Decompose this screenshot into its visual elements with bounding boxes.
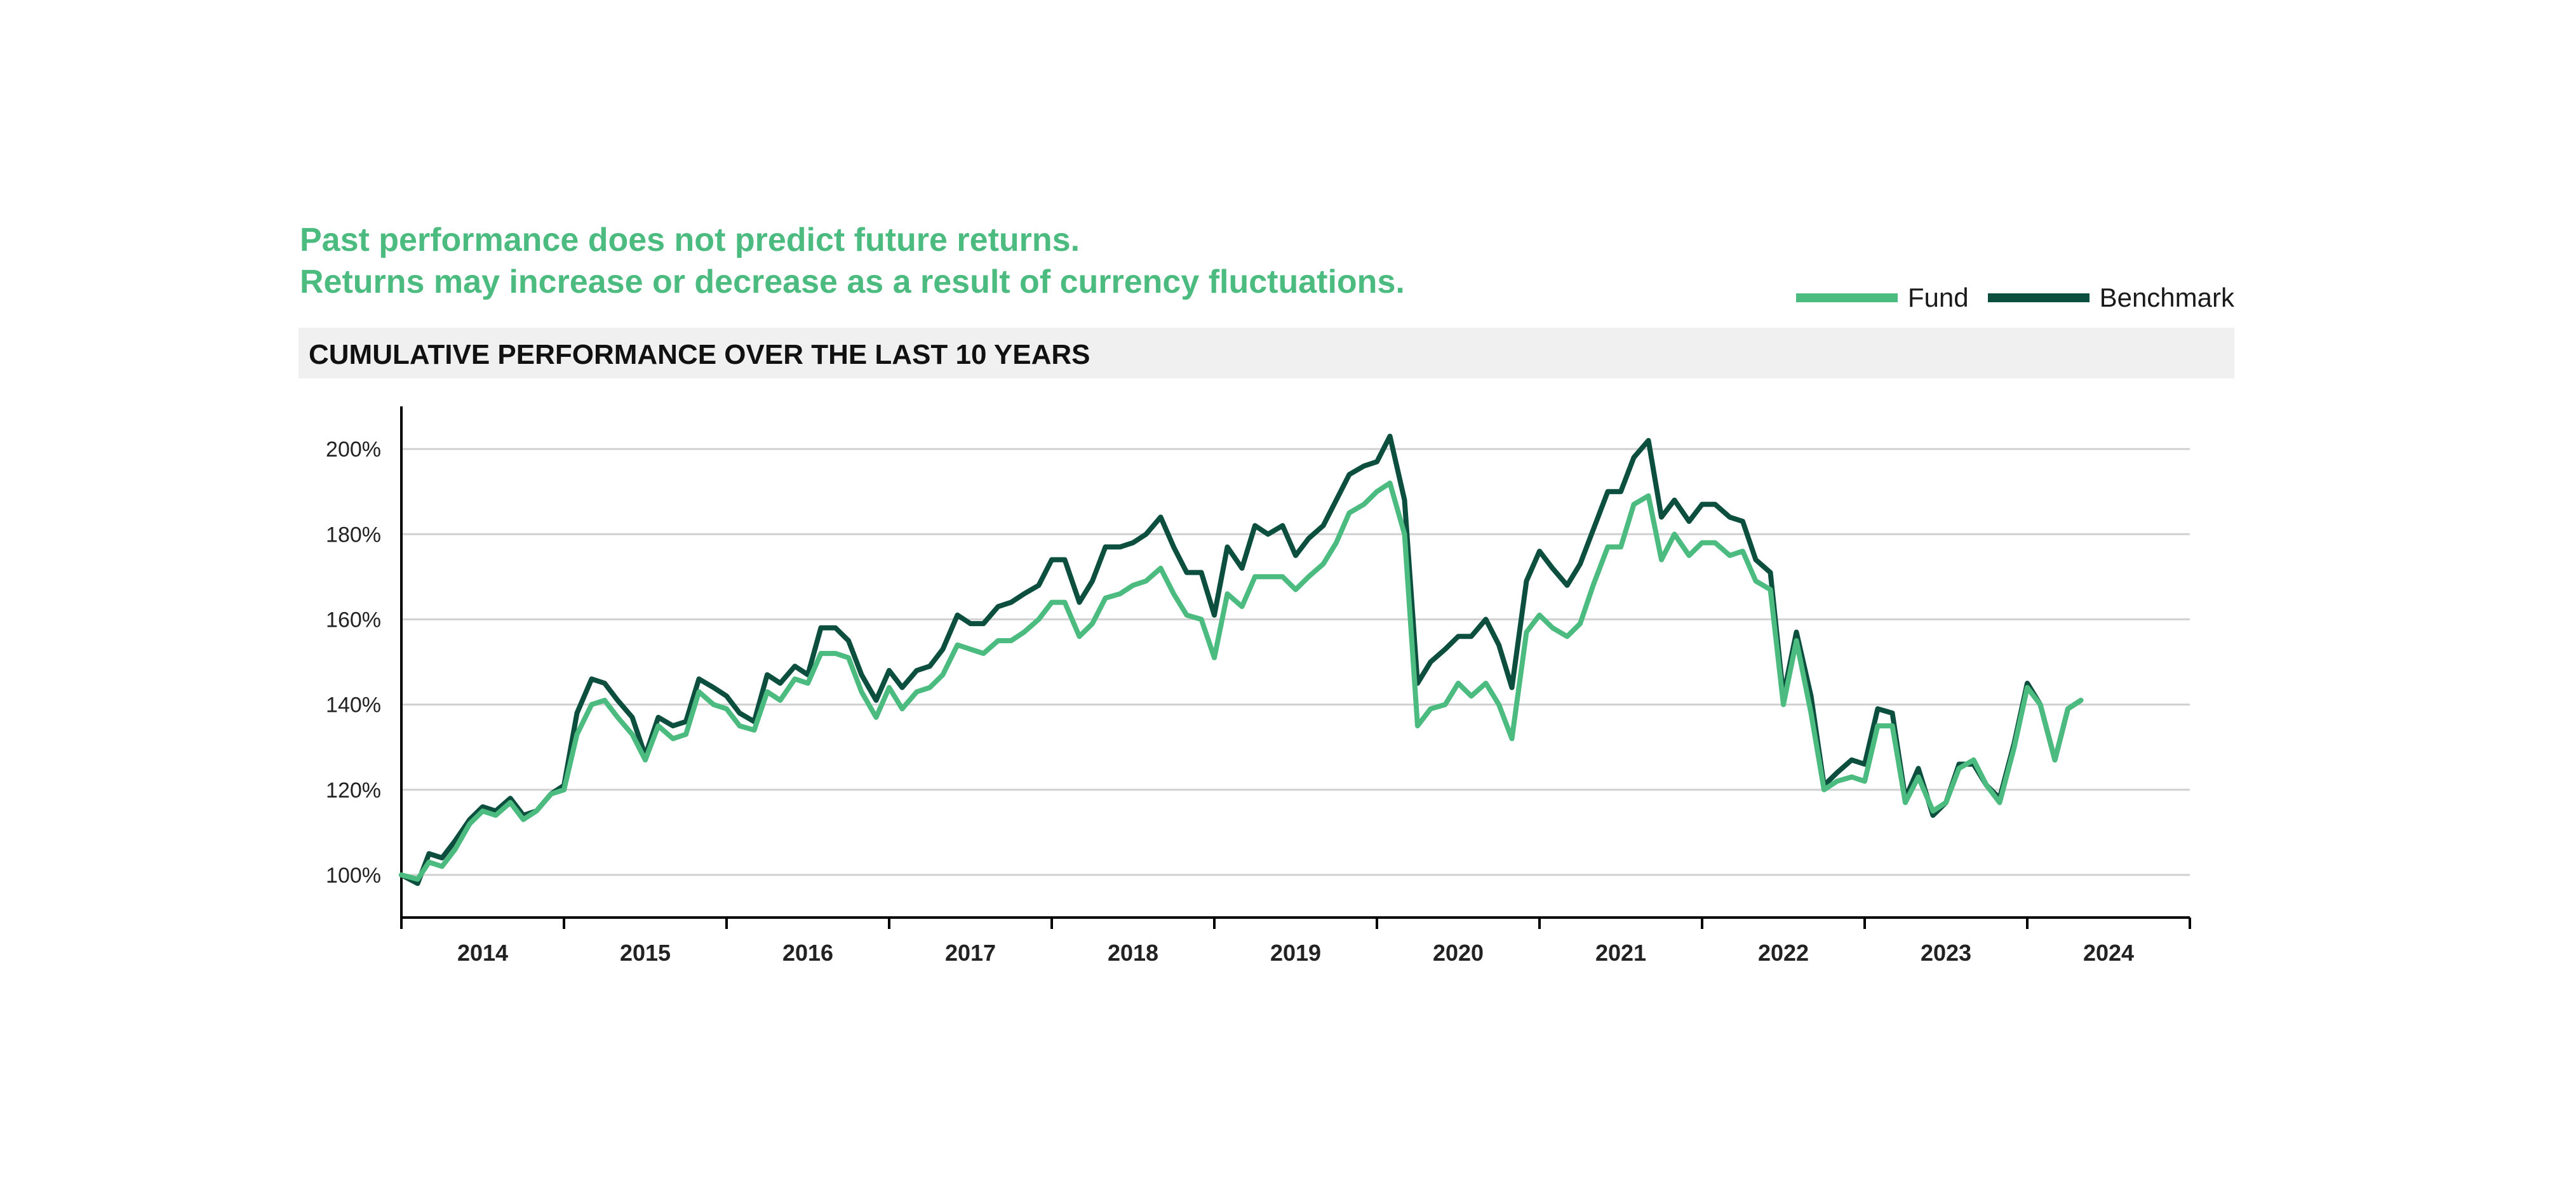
x-tick-label: 2015: [620, 940, 671, 966]
legend-item-benchmark: Benchmark: [1987, 283, 2234, 313]
disclaimer-line-1: Past performance does not predict future…: [300, 222, 1080, 258]
y-tick-label: 120%: [326, 778, 381, 803]
y-tick-label: 200%: [326, 437, 381, 462]
y-tick-label: 100%: [326, 864, 381, 888]
x-tick-label: 2018: [1108, 940, 1158, 966]
series-line-benchmark: [399, 434, 2084, 886]
x-tick-label: 2022: [1758, 940, 1809, 966]
legend-label-fund: Fund: [1907, 283, 1969, 312]
y-tick-label: 140%: [326, 693, 381, 718]
disclaimer-line-2: Returns may increase or decrease as a re…: [300, 264, 1405, 300]
legend-item-fund: Fund: [1795, 283, 1969, 313]
x-tick-label: 2017: [945, 940, 996, 966]
y-tick-label: 180%: [326, 523, 381, 547]
series-line-fund: [399, 480, 2084, 882]
x-tick-label: 2023: [1921, 940, 1971, 966]
x-tick-label: 2016: [782, 940, 833, 966]
x-tick-label: 2014: [457, 940, 508, 966]
chart-title: CUMULATIVE PERFORMANCE OVER THE LAST 10 …: [309, 339, 1090, 370]
legend-swatch-benchmark: [1987, 293, 2090, 302]
disclaimer: Past performance does not predict future…: [300, 219, 1405, 303]
x-tick-label: 2024: [2083, 940, 2134, 966]
x-tick-label: 2019: [1270, 940, 1321, 966]
legend-swatch-fund: [1795, 293, 1898, 302]
x-tick-label: 2021: [1595, 940, 1646, 966]
x-tick-label: 2020: [1433, 940, 1484, 966]
y-tick-label: 160%: [326, 608, 381, 632]
legend-label-benchmark: Benchmark: [2099, 283, 2234, 312]
chart-title-bar: CUMULATIVE PERFORMANCE OVER THE LAST 10 …: [299, 328, 2234, 378]
chart-legend: Fund Benchmark: [1777, 283, 2234, 313]
